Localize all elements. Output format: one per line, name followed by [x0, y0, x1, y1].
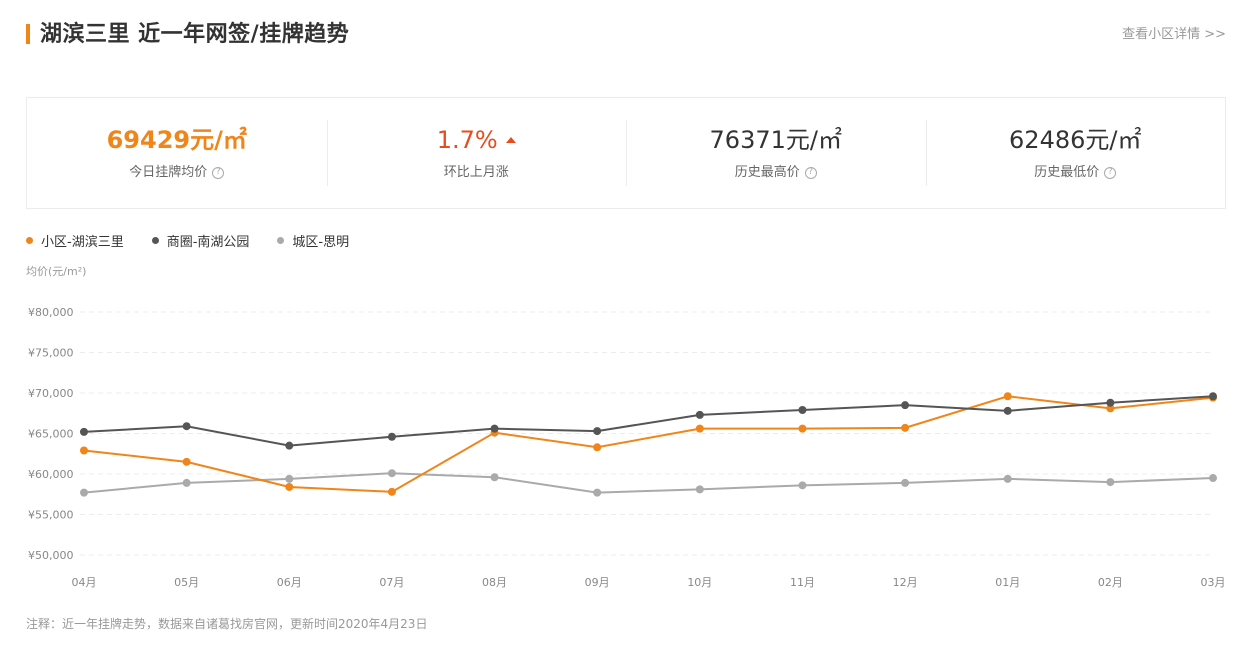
legend-item[interactable]: 商圈-南湖公园: [151, 231, 250, 250]
x-tick-label: 05月: [174, 576, 199, 589]
stat-value: 1.7%: [436, 125, 498, 154]
y-tick-label: ¥55,000: [28, 509, 74, 522]
data-point: [695, 410, 704, 419]
help-icon[interactable]: ?: [212, 166, 225, 179]
data-point: [80, 446, 88, 455]
view-community-details-link[interactable]: 查看小区详情 >>: [1122, 27, 1226, 42]
data-point: [285, 482, 294, 491]
data-point: [182, 478, 191, 487]
data-point: [1003, 474, 1012, 483]
data-point: [1209, 474, 1217, 483]
chart-legend: 小区-湖滨三里 商圈-南湖公园 城区-思明: [26, 231, 377, 250]
legend-label: 商圈-南湖公园: [166, 235, 250, 250]
x-tick-label: 09月: [585, 576, 610, 589]
y-tick-label: ¥70,000: [28, 387, 74, 400]
data-point: [798, 424, 807, 433]
legend-item[interactable]: 小区-湖滨三里: [26, 231, 124, 250]
data-point: [1106, 478, 1115, 487]
x-tick-label: 04月: [72, 576, 97, 589]
x-tick-label: 08月: [482, 576, 507, 589]
legend-label: 城区-思明: [292, 235, 350, 250]
x-tick-label: 06月: [277, 576, 302, 589]
data-point: [387, 487, 396, 496]
data-point: [387, 432, 396, 441]
data-point: [80, 427, 88, 436]
arrow-up-icon: [505, 136, 516, 143]
data-point: [285, 441, 294, 450]
page-title: 湖滨三里 近一年网签/挂牌趋势: [40, 22, 350, 47]
data-point: [1003, 406, 1012, 415]
data-point: [1106, 404, 1115, 413]
y-tick-label: ¥75,000: [28, 347, 74, 360]
data-point: [490, 473, 499, 482]
legend-item[interactable]: 城区-思明: [277, 231, 349, 250]
data-point: [593, 488, 602, 497]
x-tick-label: 07月: [379, 576, 404, 589]
footnote: 注释：近一年挂牌走势，数据来自诸葛找房官网，更新时间2020年4月23日: [26, 617, 428, 631]
y-tick-label: ¥50,000: [28, 549, 74, 562]
stat-value: 76371元/㎡: [709, 125, 842, 154]
y-tick-label: ¥80,000: [28, 306, 74, 319]
help-icon[interactable]: ?: [1104, 166, 1117, 179]
y-tick-label: ¥65,000: [28, 428, 74, 441]
stat-value-wrap: 1.7%: [437, 125, 516, 155]
data-point: [182, 422, 191, 431]
y-axis-label: 均价(元/m²): [26, 265, 87, 278]
stat-label: 历史最高价: [734, 164, 800, 180]
data-point: [901, 478, 910, 487]
data-point: [387, 469, 396, 478]
data-point: [182, 457, 191, 466]
series-line: [83, 472, 1214, 494]
legend-dot-icon: [151, 237, 159, 244]
stat-historical-low: 62486元/㎡ 历史最低价 ?: [925, 98, 1226, 208]
data-point: [1209, 392, 1217, 401]
data-point: [695, 424, 704, 433]
data-point: [798, 481, 807, 490]
x-tick-label: 03月: [1201, 576, 1226, 589]
x-tick-label: 11月: [790, 576, 815, 589]
x-tick-label: 01月: [995, 576, 1020, 589]
stat-label-wrap: 今日挂牌均价 ?: [129, 164, 225, 182]
data-point: [593, 427, 602, 436]
price-trend-line-chart: ¥80,000 ¥75,000 ¥70,000 ¥65,000 ¥60,000 ¥55,0…: [28, 306, 1226, 589]
data-point: [901, 401, 910, 410]
y-tick-label: ¥60,000: [28, 468, 74, 481]
help-icon[interactable]: ?: [804, 166, 817, 179]
data-point: [80, 488, 88, 497]
stat-today-listing-price: 69429元/㎡ 今日挂牌均价 ?: [27, 98, 327, 208]
stat-value: 62486元/㎡: [1009, 125, 1142, 154]
legend-dot-icon: [277, 237, 285, 244]
stat-label: 历史最低价: [1034, 164, 1100, 180]
title-accent-bar: [26, 24, 30, 44]
legend-dot-icon: [26, 237, 33, 244]
series-line: [83, 395, 1214, 493]
data-point: [593, 443, 602, 452]
data-point: [1106, 398, 1115, 407]
stat-label-wrap: 历史最低价 ?: [1034, 164, 1117, 182]
data-point: [285, 474, 294, 483]
data-point: [490, 424, 499, 433]
header: 湖滨三里 近一年网签/挂牌趋势 查看小区详情 >>: [26, 20, 1226, 50]
x-tick-label: 02月: [1098, 576, 1123, 589]
data-point: [901, 423, 910, 432]
x-tick-label: 10月: [687, 576, 712, 589]
series-line: [83, 395, 1214, 447]
stat-month-change: 1.7% 环比上月涨: [326, 98, 627, 208]
legend-label: 小区-湖滨三里: [41, 235, 124, 250]
stat-label: 今日挂牌均价: [129, 164, 208, 180]
stat-label-wrap: 历史最高价 ?: [735, 164, 817, 182]
data-point: [695, 485, 704, 494]
data-point: [798, 406, 807, 415]
stat-historical-high: 76371元/㎡ 历史最高价 ?: [626, 98, 926, 208]
data-point: [1003, 392, 1012, 401]
stat-value: 69429元/㎡: [106, 125, 247, 154]
stats-panel: 69429元/㎡ 今日挂牌均价 ? 1.7% 环比上月涨 76371元/㎡ 历史…: [26, 97, 1226, 209]
stat-label: 环比上月涨: [443, 164, 509, 180]
x-tick-label: 12月: [893, 576, 918, 589]
